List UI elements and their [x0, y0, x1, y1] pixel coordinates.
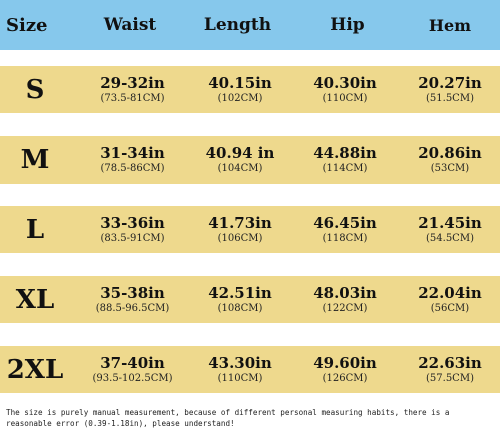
length-cm: (106CM) [217, 232, 263, 244]
hem-cell: 20.27in (51.5CM) [400, 66, 500, 113]
hem-cell: 22.04in (56CM) [400, 276, 500, 323]
hip-cell: 40.30in (110CM) [290, 66, 400, 113]
hip-inches: 49.60in [313, 353, 377, 372]
hem-cm: (54.5CM) [426, 232, 474, 244]
header-waist: Waist [103, 15, 157, 35]
waist-inches: 35-38in [100, 283, 165, 302]
length-cell: 41.73in (106CM) [190, 206, 290, 253]
length-inches: 40.15in [208, 73, 272, 92]
length-cm: (110CM) [217, 372, 263, 384]
waist-cm: (88.5-96.5CM) [95, 302, 170, 314]
length-cell: 42.51in (108CM) [190, 276, 290, 323]
size-label: M [20, 145, 50, 175]
hip-inches: 48.03in [313, 283, 377, 302]
hip-cm: (114CM) [322, 163, 368, 174]
hip-cell: 44.88in (114CM) [290, 136, 400, 184]
hem-inches: 20.86in [418, 144, 482, 162]
hip-inches: 46.45in [313, 213, 377, 232]
hem-cell: 21.45in (54.5CM) [400, 206, 500, 253]
waist-inches: 31-34in [100, 144, 165, 162]
hip-inches: 44.88in [313, 144, 377, 162]
table-header: Size Waist Length Hip Hem [0, 0, 500, 50]
hem-cm: (51.5CM) [426, 92, 474, 104]
length-cell: 40.15in (102CM) [190, 66, 290, 113]
length-cm: (104CM) [217, 163, 263, 174]
hem-inches: 21.45in [418, 213, 482, 232]
length-inches: 43.30in [208, 353, 272, 372]
length-inches: 42.51in [208, 283, 272, 302]
hip-cell: 46.45in (118CM) [290, 206, 400, 253]
length-inches: 40.94 in [205, 144, 275, 162]
hem-cell: 22.63in (57.5CM) [400, 346, 500, 393]
waist-inches: 33-36in [100, 213, 165, 232]
size-row-2xl: 2XL 37-40in (93.5-102.5CM) 43.30in (110C… [0, 346, 500, 393]
waist-cell: 31-34in (78.5-86CM) [80, 136, 185, 184]
waist-cm: (83.5-91CM) [100, 232, 165, 244]
hip-inches: 40.30in [313, 73, 377, 92]
header-size: Size [6, 14, 48, 36]
hip-cm: (110CM) [322, 92, 368, 104]
hip-cm: (122CM) [322, 302, 368, 314]
length-cell: 43.30in (110CM) [190, 346, 290, 393]
length-inches: 41.73in [208, 213, 272, 232]
size-label: S [25, 74, 45, 105]
hem-inches: 22.63in [418, 353, 482, 372]
hip-cm: (118CM) [322, 232, 368, 244]
size-row-m: M 31-34in (78.5-86CM) 40.94 in (104CM) 4… [0, 136, 500, 184]
waist-cell: 33-36in (83.5-91CM) [80, 206, 185, 253]
waist-cm: (93.5-102.5CM) [92, 372, 173, 384]
size-label: 2XL [6, 354, 64, 385]
hem-inches: 22.04in [418, 283, 482, 302]
hem-cm: (56CM) [430, 302, 470, 314]
hip-cm: (126CM) [322, 372, 368, 384]
hem-inches: 20.27in [418, 73, 482, 92]
header-hip: Hip [330, 15, 365, 35]
waist-cell: 37-40in (93.5-102.5CM) [80, 346, 185, 393]
size-row-l: L 33-36in (83.5-91CM) 41.73in (106CM) 46… [0, 206, 500, 253]
hip-cell: 48.03in (122CM) [290, 276, 400, 323]
header-hem: Hem [428, 15, 472, 35]
length-cm: (108CM) [217, 302, 263, 314]
length-cell: 40.94 in (104CM) [190, 136, 290, 184]
hem-cell: 20.86in (53CM) [400, 136, 500, 184]
size-label: L [25, 214, 45, 245]
size-label: XL [15, 284, 55, 315]
waist-cell: 29-32in (73.5-81CM) [80, 66, 185, 113]
hip-cell: 49.60in (126CM) [290, 346, 400, 393]
size-row-xl: XL 35-38in (88.5-96.5CM) 42.51in (108CM)… [0, 276, 500, 323]
waist-inches: 29-32in [100, 73, 165, 92]
waist-cm: (78.5-86CM) [100, 163, 165, 174]
waist-inches: 37-40in [100, 353, 165, 372]
measurement-note: The size is purely manual measurement, b… [6, 408, 450, 428]
hem-cm: (53CM) [430, 163, 470, 174]
length-cm: (102CM) [217, 92, 263, 104]
waist-cm: (73.5-81CM) [100, 92, 165, 104]
hem-cm: (57.5CM) [426, 372, 474, 384]
size-row-s: S 29-32in (73.5-81CM) 40.15in (102CM) 40… [0, 66, 500, 113]
header-length: Length [203, 15, 272, 35]
waist-cell: 35-38in (88.5-96.5CM) [80, 276, 185, 323]
